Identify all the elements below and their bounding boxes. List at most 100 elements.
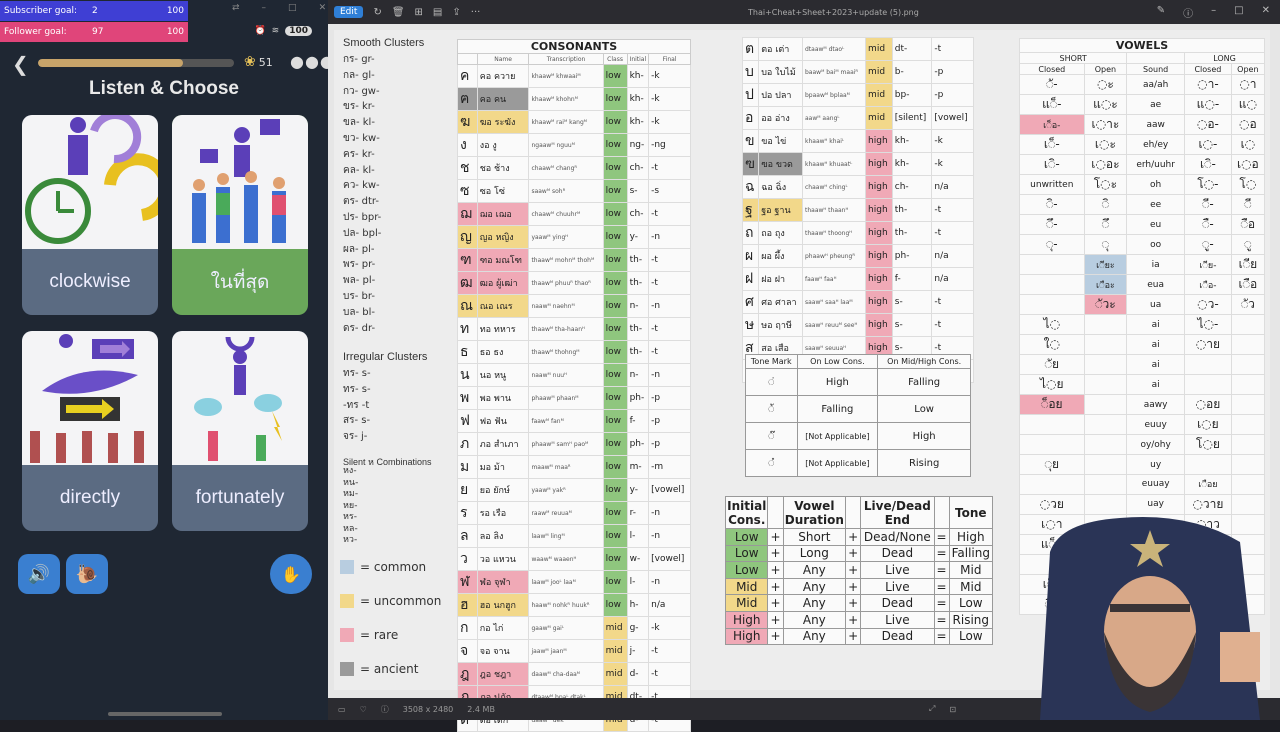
fit-icon[interactable]: ⤢	[928, 704, 936, 713]
vowel-cell: eu	[1126, 214, 1186, 235]
silent-combination: หง-	[343, 466, 357, 476]
vowel-cell: โ◌-	[1184, 174, 1232, 195]
consonant-final: -p	[648, 409, 691, 433]
consonant-letter: ฎ	[457, 662, 478, 686]
tone-rule-cell: +	[845, 528, 862, 546]
consonant-transcription: baawᴹ baiᴹ maaiᴿ	[801, 60, 867, 84]
consonant-letter: ฆ	[457, 110, 478, 134]
consonant-final: -n	[648, 524, 691, 548]
vowel-cell: ◌ิ	[1083, 194, 1128, 215]
consonant-transcription: phaawᴹ phaanᴹ	[528, 386, 604, 410]
minimize-icon[interactable]: –	[1211, 4, 1217, 16]
lesson-progress-bar	[38, 59, 234, 67]
link-icon[interactable]: ⇄	[232, 3, 240, 13]
consonant-initial: kh-	[626, 87, 650, 111]
consonant-class: low	[602, 225, 628, 249]
back-arrow-icon[interactable]: ❮	[12, 52, 29, 76]
vowel-cell: เ◌ือะ	[1083, 274, 1128, 295]
more-icon[interactable]: ···	[470, 6, 481, 18]
silent-combinations-list: หง- หน- หม- หย- หร- หล- หว-	[343, 466, 358, 547]
more-options-icon[interactable]: ●●●	[290, 52, 335, 71]
answer-card-2[interactable]: ในที่สุด	[172, 115, 308, 315]
tone-rule-row: Mid + Any + Live = Mid	[724, 577, 994, 596]
share-icon[interactable]: ⇪	[452, 6, 461, 18]
consonant-class: low	[602, 133, 628, 157]
favorite-icon[interactable]: ♡	[359, 704, 367, 714]
vowel-cell: โ◌	[1230, 174, 1266, 195]
slow-audio-button[interactable]: 🐌	[66, 554, 108, 594]
consonant-final: -t	[931, 221, 974, 245]
close-icon[interactable]: ✕	[1261, 4, 1270, 16]
answer-card-3[interactable]: directly	[22, 331, 158, 531]
pin-icon[interactable]: ✎	[1156, 4, 1166, 16]
battery-indicator: 100	[285, 26, 312, 36]
tone-result: Low	[877, 395, 971, 423]
consonant-final: -p	[931, 83, 974, 107]
short-header: SHORT	[1018, 52, 1128, 64]
consonant-transcription: saawᴴ saaᴴ laaᴹ	[801, 290, 867, 314]
legend-item: = uncommon	[340, 594, 441, 608]
consonant-letter: บ	[741, 60, 760, 84]
close-icon[interactable]: ✕	[318, 3, 327, 13]
tone-result: High	[796, 368, 879, 396]
vowel-row: ◌็อย aawy ◌อย	[1019, 394, 1266, 415]
consonant-final: -t	[931, 37, 974, 61]
consonant-class: low	[602, 409, 628, 433]
info-icon[interactable]: ⓘ	[380, 704, 389, 714]
consonant-name: ขอ ไข่	[758, 129, 803, 153]
smooth-cluster: พล- pl-	[343, 275, 376, 287]
consonant-row: คคอ ควาย khaawᴹ khwaaiᴹ low kh- -k	[457, 64, 691, 88]
consonant-class: mid	[865, 37, 893, 61]
consonant-name: ธอ ธง	[476, 340, 530, 364]
maximize-icon[interactable]: □	[288, 3, 297, 13]
consonant-row: ฟฟอ ฟัน faawᴹ fanᴹ low f- -p	[457, 409, 691, 433]
tone-result: Falling	[796, 395, 879, 423]
gallery-icon[interactable]: ▤	[432, 6, 443, 18]
vowel-cell: แ◌	[1230, 94, 1266, 115]
vowel-subheader: Closed	[1184, 63, 1232, 75]
smooth-cluster: บล- bl-	[343, 306, 375, 318]
vowel-row: ◌ุ- ◌ุ oo ◌ู- ◌ู	[1019, 234, 1266, 255]
zoom-icon[interactable]: ⊡	[949, 704, 957, 714]
delete-icon[interactable]: 🗑	[391, 6, 405, 18]
vowel-subheader: Closed	[1019, 63, 1085, 75]
rotate-icon[interactable]: ↻	[373, 6, 382, 18]
consonant-initial: kh-	[891, 129, 933, 153]
vowel-subheader: Sound	[1126, 63, 1186, 75]
crop-icon[interactable]: ⊞	[414, 6, 423, 18]
consonant-initial: r-	[626, 501, 650, 525]
consonant-transcription: faawᴴ faaᴴ	[801, 267, 867, 291]
play-audio-button[interactable]: 🔊	[18, 554, 60, 594]
consonant-initial: h-	[626, 593, 650, 617]
maximize-icon[interactable]: □	[1234, 4, 1244, 16]
minimize-icon[interactable]: –	[261, 3, 267, 13]
hint-button[interactable]: ✋	[270, 554, 312, 594]
vowel-cell	[1083, 434, 1128, 455]
answer-card-1[interactable]: clockwise	[22, 115, 158, 315]
consonant-letter: ศ	[741, 290, 760, 314]
smooth-cluster: ผล- pl-	[343, 243, 375, 255]
sidebar-toggle-icon[interactable]: ▭	[338, 704, 346, 714]
vowel-row: euuay เ◌ือย	[1019, 474, 1266, 495]
consonant-name: บอ ใบไม้	[758, 60, 803, 84]
info-icon[interactable]: ⓘ	[1183, 8, 1194, 20]
answer-card-4[interactable]: fortunately	[172, 331, 308, 531]
consonant-class: high	[865, 267, 893, 291]
tone-rule-cell: Long	[782, 544, 847, 563]
consonant-name: ฝอ ฝา	[758, 267, 803, 291]
consonant-row: ฆฆอ ระฆัง khaawᴹ raiᴹ kangᴹ low kh- -k	[457, 110, 691, 134]
edit-button[interactable]: Edit	[334, 6, 364, 18]
smooth-cluster: กร- gr-	[343, 54, 375, 65]
vowel-cell: ai	[1126, 334, 1186, 355]
consonant-letter: ธ	[457, 340, 478, 364]
consonant-letter: ก	[457, 616, 478, 640]
consonant-row: กกอ ไก่ gaawᴹ gaiᴸ mid g- -k	[457, 616, 691, 640]
consonant-row: ญญอ หญิง yaawᴹ yingᴴ low y- -n	[457, 225, 691, 249]
consonant-class: high	[865, 152, 893, 176]
consonant-initial: th-	[626, 271, 650, 295]
vowel-cell: แ◌็-	[1019, 94, 1085, 115]
consonant-row: ถถอ ถุง thaawᴴ thoongᴴ high th- -t	[741, 221, 974, 245]
consonant-letter: ถ	[741, 221, 760, 245]
tone-result: Rising	[877, 449, 971, 477]
tone-result: High	[877, 422, 971, 450]
